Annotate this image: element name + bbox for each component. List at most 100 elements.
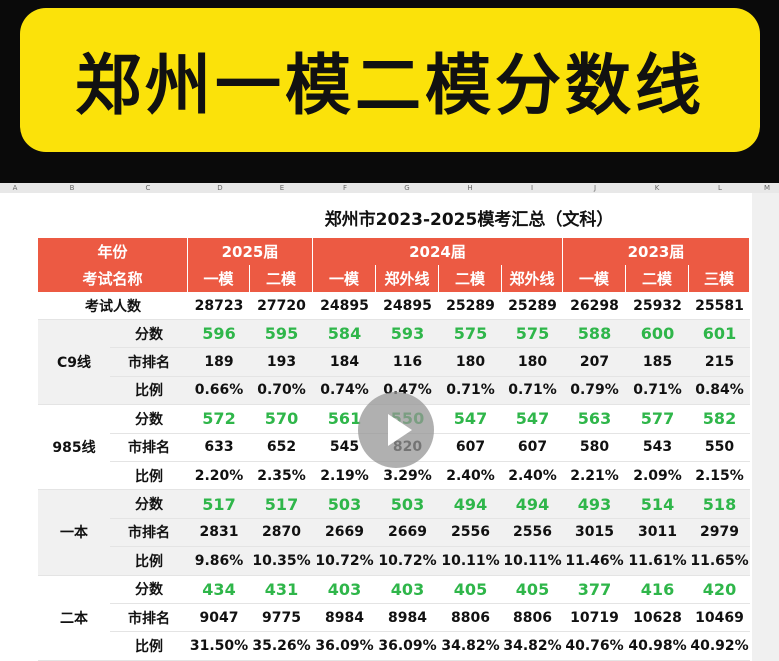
row-label: 比例 <box>110 547 188 576</box>
cell: 31.50% <box>188 632 250 661</box>
cell: 10719 <box>563 604 626 633</box>
cell: 10.11% <box>502 547 563 576</box>
cell: 416 <box>626 575 689 604</box>
cell: 600 <box>626 320 689 349</box>
exam-label: 考试名称 <box>38 265 188 292</box>
exam-header: 一模 <box>313 265 376 292</box>
cell: 8984 <box>313 604 376 633</box>
group-label: 二本 <box>38 575 110 661</box>
cell: 193 <box>250 348 313 377</box>
cell: 633 <box>188 433 250 462</box>
cell: 9047 <box>188 604 250 633</box>
cell: 116 <box>376 348 439 377</box>
cell: 3015 <box>563 518 626 548</box>
cell: 2.19% <box>313 462 376 491</box>
column-letter: B <box>69 184 75 192</box>
cell: 10.35% <box>250 547 313 576</box>
cell: 2870 <box>250 518 313 548</box>
row-label: 市排名 <box>110 348 188 377</box>
cell: 9.86% <box>188 547 250 576</box>
row-label: 比例 <box>110 376 188 406</box>
cell: 2.20% <box>188 462 250 491</box>
exam-header: 郑外线 <box>502 265 563 292</box>
cell: 494 <box>439 490 502 519</box>
cell: 0.84% <box>689 376 750 406</box>
banner-title: 郑州一模二模分数线 <box>20 8 760 152</box>
cell: 0.79% <box>563 376 626 406</box>
cell: 2669 <box>313 518 376 548</box>
column-letter: H <box>467 184 473 192</box>
cell: 2.35% <box>250 462 313 491</box>
column-header-bar <box>0 183 779 193</box>
cell: 9775 <box>250 604 313 633</box>
column-letter: F <box>342 184 348 192</box>
cell: 40.98% <box>626 632 689 661</box>
cell: 550 <box>689 433 750 462</box>
cell: 10.72% <box>313 547 376 576</box>
cell: 494 <box>502 490 563 519</box>
row-label: 分数 <box>110 320 188 349</box>
cell: 8806 <box>502 604 563 633</box>
cell: 570 <box>250 405 313 434</box>
cell: 27720 <box>250 292 313 320</box>
cell: 607 <box>502 433 563 462</box>
row-label: 市排名 <box>110 433 188 462</box>
cell: 420 <box>689 575 750 604</box>
exam-header: 二模 <box>626 265 689 292</box>
column-letter: K <box>654 184 660 192</box>
year-header: 2023届 <box>563 238 750 265</box>
row-label: 比例 <box>110 632 188 661</box>
cell: 493 <box>563 490 626 519</box>
cell: 503 <box>313 490 376 519</box>
cell: 593 <box>376 320 439 349</box>
row-label: 分数 <box>110 405 188 434</box>
cell: 517 <box>250 490 313 519</box>
row-label: 市排名 <box>110 518 188 548</box>
cell: 0.66% <box>188 376 250 406</box>
year-label: 年份 <box>38 238 188 265</box>
column-letter: D <box>217 184 223 192</box>
exam-header: 一模 <box>563 265 626 292</box>
column-letter: I <box>530 184 534 192</box>
cell: 577 <box>626 405 689 434</box>
cell: 0.71% <box>626 376 689 406</box>
row-label: 考试人数 <box>38 292 188 320</box>
cell: 2.15% <box>689 462 750 491</box>
top-bar: 郑州一模二模分数线 <box>0 0 779 183</box>
cell: 180 <box>502 348 563 377</box>
cell: 25289 <box>502 292 563 320</box>
cell: 24895 <box>313 292 376 320</box>
cell: 434 <box>188 575 250 604</box>
exam-header: 二模 <box>250 265 313 292</box>
cell: 543 <box>626 433 689 462</box>
cell: 2.09% <box>626 462 689 491</box>
cell: 28723 <box>188 292 250 320</box>
cell: 2979 <box>689 518 750 548</box>
cell: 572 <box>188 405 250 434</box>
cell: 0.74% <box>313 376 376 406</box>
cell: 514 <box>626 490 689 519</box>
cell: 10628 <box>626 604 689 633</box>
cell: 607 <box>439 433 502 462</box>
exam-header: 三模 <box>689 265 750 292</box>
group-label: C9线 <box>38 320 110 406</box>
cell: 2.40% <box>502 462 563 491</box>
cell: 34.82% <box>439 632 502 661</box>
cell: 34.82% <box>502 632 563 661</box>
cell: 36.09% <box>313 632 376 661</box>
cell: 8806 <box>439 604 502 633</box>
group-label: 985线 <box>38 405 110 491</box>
cell: 563 <box>563 405 626 434</box>
cell: 403 <box>313 575 376 604</box>
cell: 518 <box>689 490 750 519</box>
cell: 547 <box>439 405 502 434</box>
cell: 517 <box>188 490 250 519</box>
play-button[interactable] <box>358 392 434 468</box>
cell: 2.40% <box>439 462 502 491</box>
cell: 431 <box>250 575 313 604</box>
cell: 2669 <box>376 518 439 548</box>
cell: 11.46% <box>563 547 626 576</box>
cell: 596 <box>188 320 250 349</box>
cell: 11.65% <box>689 547 750 576</box>
cell: 403 <box>376 575 439 604</box>
